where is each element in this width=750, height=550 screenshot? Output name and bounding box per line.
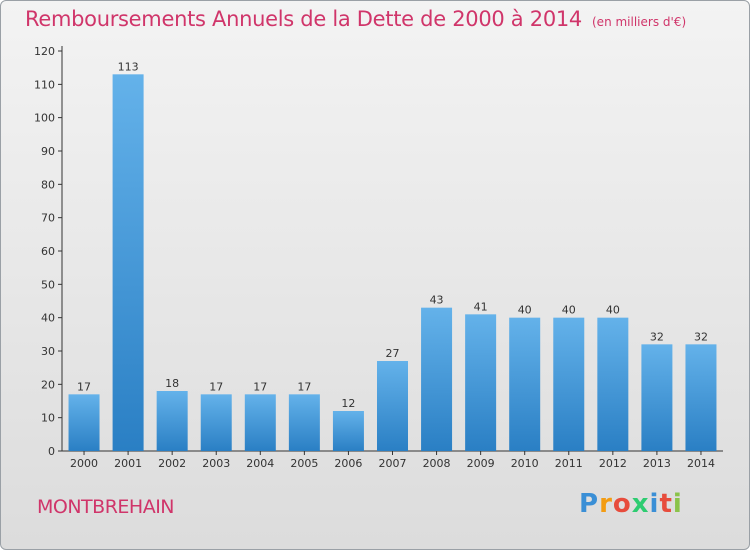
bar (641, 344, 673, 451)
x-tick-label: 2005 (290, 457, 318, 470)
x-tick-label: 2011 (555, 457, 583, 470)
x-tick-label: 2001 (114, 457, 142, 470)
data-label: 27 (386, 347, 400, 360)
y-tick-label: 60 (41, 245, 55, 258)
data-label: 17 (253, 380, 267, 393)
data-label: 17 (209, 380, 223, 393)
bar (244, 394, 276, 451)
x-tick-label: 2009 (467, 457, 495, 470)
logo-letter: o (612, 489, 632, 519)
data-label: 113 (118, 60, 139, 73)
y-tick-label: 90 (41, 145, 55, 158)
unit-label: (en milliers d'€) (592, 15, 687, 29)
x-tick-label: 2002 (158, 457, 186, 470)
y-tick-label: 70 (41, 212, 55, 225)
data-label: 32 (650, 330, 664, 343)
y-tick-label: 20 (41, 378, 55, 391)
y-tick-label: 120 (34, 45, 55, 58)
y-tick-label: 40 (41, 312, 55, 325)
commune-name: MONTBREHAIN (37, 496, 175, 518)
bar (553, 317, 585, 451)
x-tick-label: 2010 (511, 457, 539, 470)
data-label: 32 (694, 330, 708, 343)
y-tick-label: 100 (34, 112, 55, 125)
x-tick-label: 2006 (334, 457, 362, 470)
data-label: 43 (430, 294, 444, 307)
logo-letter: P (579, 489, 600, 519)
data-label: 41 (474, 300, 488, 313)
x-tick-label: 2000 (70, 457, 98, 470)
bar (288, 394, 320, 451)
y-tick-label: 30 (41, 345, 55, 358)
data-label: 12 (341, 397, 355, 410)
data-label: 40 (562, 304, 576, 317)
bar (332, 411, 364, 451)
bar (465, 314, 497, 451)
proxiti-logo: Proxiti (579, 489, 683, 519)
logo-letter: i (649, 489, 660, 519)
y-tick-label: 50 (41, 278, 55, 291)
data-label: 17 (297, 380, 311, 393)
data-label: 40 (518, 304, 532, 317)
bar (112, 74, 144, 451)
y-tick-label: 110 (34, 78, 55, 91)
logo-letter: r (599, 489, 613, 519)
data-label: 40 (606, 304, 620, 317)
bar (685, 344, 717, 451)
x-tick-label: 2014 (687, 457, 715, 470)
bar (200, 394, 232, 451)
x-tick-label: 2007 (379, 457, 407, 470)
bar (68, 394, 100, 451)
logo-letter: t (659, 489, 673, 519)
x-tick-label: 2004 (246, 457, 274, 470)
logo-letter: i (672, 489, 683, 519)
logo-letter: x (631, 489, 650, 519)
bar (509, 317, 541, 451)
x-tick-label: 2012 (599, 457, 627, 470)
y-tick-label: 0 (48, 445, 55, 458)
bar (421, 307, 453, 451)
chart-title: Remboursements Annuels de la Dette de 20… (25, 7, 687, 31)
x-tick-label: 2008 (423, 457, 451, 470)
bar (156, 391, 188, 451)
x-tick-label: 2013 (643, 457, 671, 470)
y-tick-label: 10 (41, 412, 55, 425)
data-label: 18 (165, 377, 179, 390)
x-tick-label: 2003 (202, 457, 230, 470)
bar (377, 361, 408, 451)
y-tick-label: 80 (41, 178, 55, 191)
bar (597, 317, 629, 451)
data-label: 17 (77, 380, 91, 393)
